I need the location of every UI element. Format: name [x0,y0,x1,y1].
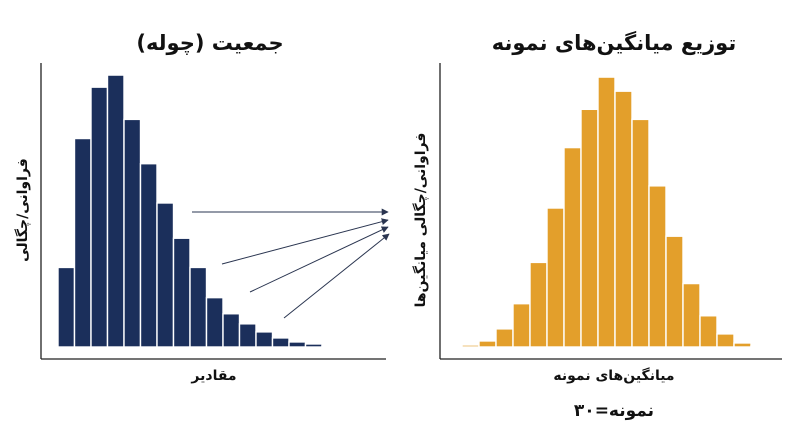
left-bar-17 [321,345,340,348]
right-y-axis-label: فراوانی/چگالی میانگین‌ها [412,133,429,308]
arrow-2 [221,218,389,265]
right-bar-8 [580,108,599,348]
right-bar-17 [733,342,752,348]
left-chart: جمعیت (چوله) مقادیر فراوانی/چگالی [14,31,386,384]
right-bar-5 [529,261,548,348]
left-bar-2 [73,137,92,348]
left-bar-13 [255,331,274,348]
arrow-3 [249,226,389,293]
right-chart: توزیع میانگین‌های نمونه میانگین‌های نمون… [412,30,782,421]
left-bar-11 [222,313,241,348]
right-bar-4 [512,302,531,348]
left-y-axis-label: فراوانی/چگالی [14,158,31,262]
left-bar-16 [304,343,323,348]
arrow-4 [283,233,390,319]
left-bar-1 [57,266,76,348]
right-bar-3 [495,328,514,348]
right-bar-13 [665,235,684,348]
left-bar-6 [139,162,158,348]
right-bars [461,76,769,348]
right-bar-11 [631,118,650,348]
right-bar-10 [614,90,633,348]
right-bar-1 [461,344,480,348]
left-bar-12 [238,323,257,348]
right-bar-16 [716,333,735,348]
right-bar-7 [563,146,582,348]
right-x-axis-label: میانگین‌های نمونه [553,367,674,384]
left-bar-10 [205,296,224,348]
right-bar-2 [478,340,497,348]
left-bar-8 [172,237,191,348]
right-bar-6 [546,207,565,348]
sample-size-label: نمونه=۳۰ [574,401,654,421]
right-bar-12 [648,185,667,348]
left-bar-9 [189,266,208,348]
left-bars [57,74,356,348]
right-bar-14 [682,282,701,348]
right-chart-title: توزیع میانگین‌های نمونه [492,30,736,55]
right-bar-18 [750,345,769,348]
arrows [192,208,390,319]
left-chart-title: جمعیت (چوله) [136,31,283,55]
left-bar-3 [90,86,109,348]
right-bar-9 [597,76,616,348]
left-bar-7 [156,202,175,348]
left-bar-4 [106,74,125,348]
left-bar-18 [337,345,356,348]
left-bar-14 [271,337,290,348]
left-x-axis-label: مقادیر [190,368,236,384]
right-bar-15 [699,315,718,348]
left-bar-5 [123,118,142,348]
left-bar-15 [288,341,307,348]
